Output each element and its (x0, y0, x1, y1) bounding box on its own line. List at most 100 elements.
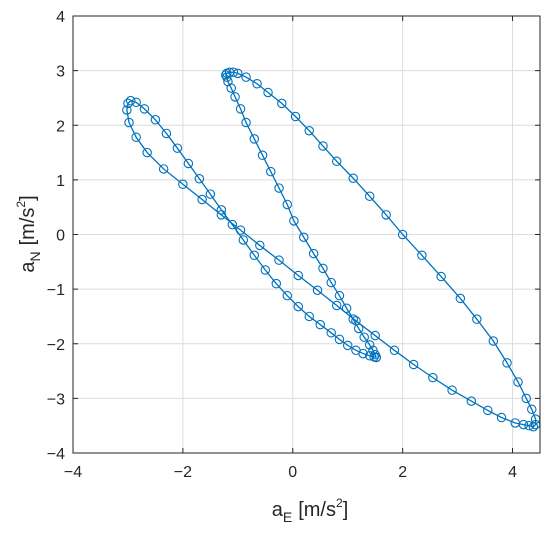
data-point (257, 150, 268, 161)
data-point (122, 105, 132, 115)
y-tick-label: −3 (47, 391, 65, 408)
data-point (364, 191, 375, 202)
data-point (513, 377, 523, 387)
data-point (334, 334, 345, 345)
ticks: −4 −2 0 2 4 −4 −3 −2 −1 0 1 2 3 4 (47, 9, 540, 481)
data-point (161, 128, 172, 139)
data-point (510, 418, 521, 428)
x-tick-label: −4 (64, 464, 82, 481)
data-point (255, 240, 265, 251)
x-axis-label-subscript: E (283, 509, 292, 525)
y-tick-label: −2 (47, 337, 65, 354)
plot-frame (72, 15, 541, 454)
data-point (524, 420, 534, 431)
data-point (131, 97, 141, 108)
data-point (308, 248, 319, 259)
data-point (521, 393, 532, 404)
x-tick-label: 2 (398, 464, 407, 481)
data-point (125, 95, 136, 106)
data-point (351, 316, 361, 326)
data-point (260, 265, 271, 275)
data-point (331, 300, 342, 311)
data-point (282, 199, 293, 210)
data-point (304, 125, 314, 136)
y-tick-label: 1 (56, 173, 65, 190)
data-point (230, 92, 240, 102)
y-tick-label: 4 (56, 9, 65, 26)
data-point (178, 179, 188, 189)
data-point (142, 147, 152, 158)
y-tick-label: 0 (56, 228, 65, 245)
y-axis-label-superscript: 2 (14, 201, 28, 208)
data-point (502, 358, 512, 368)
x-axis-label-unit-end: ] (343, 499, 349, 521)
data-point (124, 117, 134, 128)
data-point (241, 72, 251, 82)
data-point (183, 158, 194, 169)
data-point (158, 164, 169, 174)
data-point (341, 303, 352, 313)
data-point (417, 250, 427, 261)
data-point (326, 277, 336, 288)
data-point (282, 290, 293, 301)
data-point (235, 104, 246, 114)
data-point (194, 174, 205, 184)
data-point (241, 117, 251, 128)
data-point (312, 285, 323, 295)
data-point (238, 235, 249, 245)
data-point (290, 111, 301, 122)
data-point (274, 183, 284, 193)
data-point (277, 98, 287, 109)
data-point (348, 173, 358, 183)
data-point (271, 278, 282, 289)
data-point (315, 319, 325, 330)
data-point (150, 115, 161, 125)
x-axis-label-unit: [m/s (298, 499, 336, 521)
data-point (528, 422, 539, 432)
data-point (358, 348, 368, 359)
data-point (447, 385, 457, 395)
data-point (488, 336, 499, 346)
x-tick-label: −2 (174, 464, 192, 481)
data-point (371, 352, 382, 363)
data-point (364, 340, 375, 350)
data-point (252, 78, 262, 89)
data-point (342, 340, 353, 351)
y-tick-label: −1 (47, 282, 65, 299)
data-point (293, 301, 304, 312)
data-point (222, 72, 232, 82)
data-point (318, 141, 328, 151)
data-point (455, 293, 466, 304)
data-point (466, 396, 477, 406)
data-point (263, 87, 273, 98)
y-axis-label: aN [m/s2] (14, 195, 43, 272)
data-point (205, 189, 216, 199)
y-axis-label-unit-end: ] (17, 195, 39, 201)
y-axis-label-unit: [m/s (17, 208, 39, 246)
y-axis-label-subscript: N (27, 251, 43, 261)
y-tick-label: 2 (56, 118, 65, 135)
y-tick-label: 3 (56, 64, 65, 81)
x-axis-label-base: a (272, 499, 284, 521)
data-point (249, 250, 260, 261)
data-point (274, 255, 284, 265)
data-point (266, 166, 276, 177)
data-point (496, 412, 507, 423)
data-point (233, 68, 243, 79)
x-tick-label: 0 (288, 464, 297, 481)
data-point (359, 332, 369, 342)
x-axis-label-superscript: 2 (336, 496, 343, 510)
data-point (289, 216, 299, 226)
x-axis-label: aE [m/s2] (272, 496, 349, 525)
data-point (527, 404, 537, 415)
data-point (364, 351, 375, 361)
data-point (227, 219, 238, 230)
data-point (389, 345, 400, 356)
data-point (334, 290, 345, 301)
x-tick-label: 4 (508, 464, 517, 481)
data-point (408, 359, 419, 370)
data-point (228, 67, 239, 78)
data-point (472, 314, 482, 324)
data-point (428, 372, 438, 383)
data-point (197, 194, 207, 205)
